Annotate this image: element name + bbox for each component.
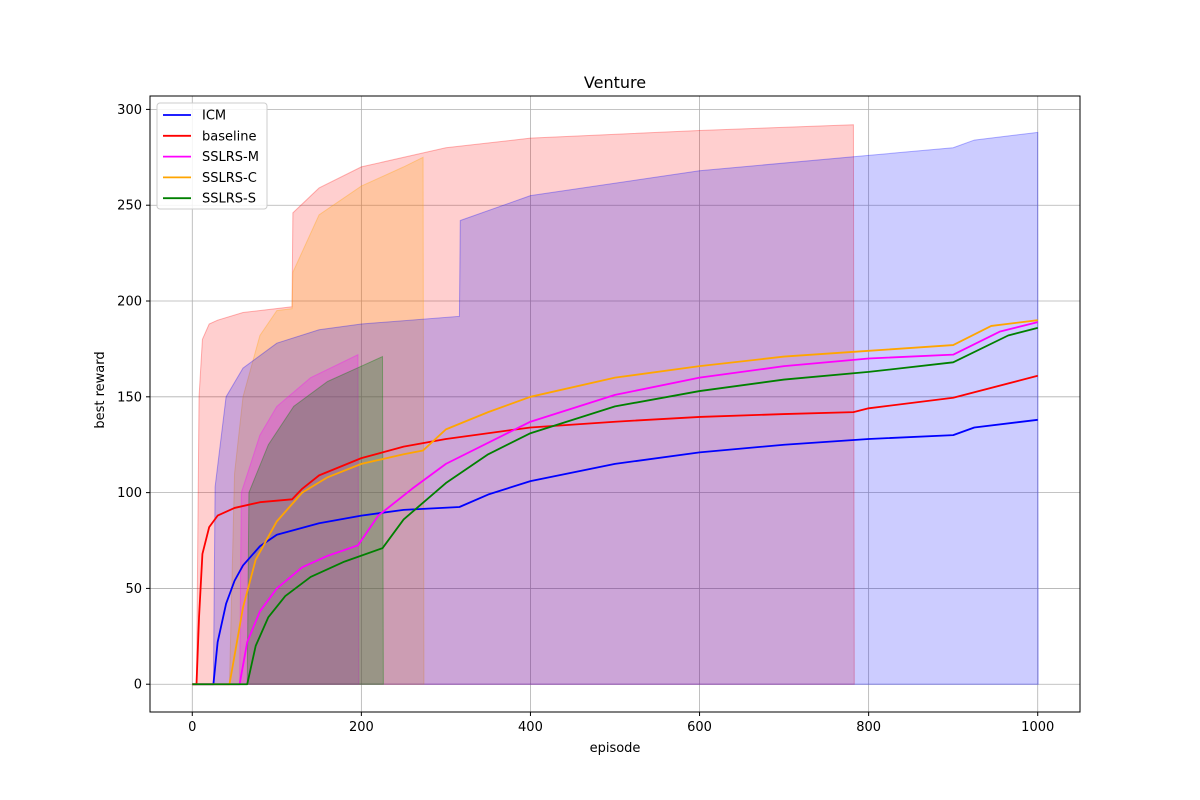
legend-box: [156, 102, 268, 210]
plot-area: 0 200 400 600 800 1000 0 50 100 150 200 250 300: [117, 95, 1081, 735]
series-line-icm: [192, 418, 1038, 686]
y-tick-label: 200: [117, 295, 142, 310]
chart-title: Venture: [584, 73, 646, 92]
series-line-baseline: [192, 374, 1038, 686]
x-tick-label: 1000: [1021, 720, 1054, 735]
legend: ICM baseline SSLRS-M SSLRS-C SSLRS-S: [156, 102, 268, 210]
y-tick-label: 100: [117, 486, 142, 501]
y-tick-label: 0: [134, 678, 142, 693]
x-tick-label: 200: [349, 720, 374, 735]
legend-label-sslrs-c: SSLRS-C: [202, 171, 257, 186]
x-tick-label: 600: [687, 720, 712, 735]
x-tick-label: 0: [188, 720, 196, 735]
legend-label-sslrs-s: SSLRS-S: [202, 192, 256, 207]
legend-label-sslrs-m: SSLRS-M: [202, 150, 259, 165]
band-sslrs-m: [239, 353, 360, 685]
x-tick-label: 800: [856, 720, 881, 735]
y-tick-label: 300: [117, 103, 142, 118]
series-line-sslrs-s: [192, 326, 1038, 686]
x-axis-label: episode: [590, 741, 641, 756]
legend-label-baseline: baseline: [202, 129, 256, 144]
axes-frame: [149, 95, 1081, 713]
legend-label-icm: ICM: [202, 109, 226, 124]
series-line-sslrs-c: [192, 319, 1038, 686]
band-sslrs-c: [228, 156, 425, 685]
y-axis-label: best reward: [93, 351, 108, 428]
series-line-sslrs-m: [192, 321, 1038, 686]
y-tick-label: 250: [117, 199, 142, 214]
y-tick-label: 50: [125, 582, 142, 597]
band-icm: [212, 131, 1039, 685]
x-tick-label: 400: [518, 720, 543, 735]
y-tick-label: 150: [117, 390, 142, 405]
